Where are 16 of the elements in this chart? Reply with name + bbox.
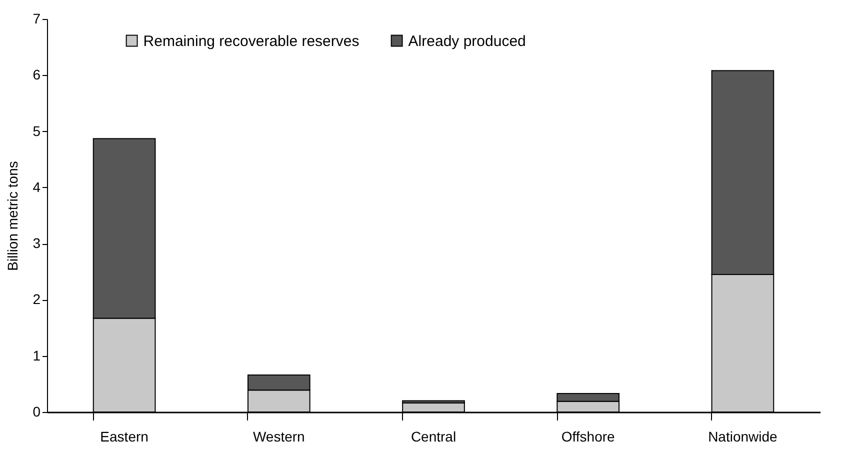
- legend-label: Already produced: [408, 32, 526, 50]
- y-tick-label: 0: [32, 404, 41, 420]
- legend-label: Remaining recoverable reserves: [143, 32, 360, 50]
- y-tick-label: 5: [32, 122, 41, 139]
- y-tick-label: 7: [32, 10, 41, 26]
- x-tick-label: Offshore: [561, 428, 616, 444]
- x-tick-label: Central: [410, 428, 456, 444]
- x-tick-label: Eastern: [100, 428, 148, 444]
- y-tick-label: 6: [32, 66, 41, 83]
- y-tick-label: 4: [32, 178, 41, 195]
- x-tick-label: Nationwide: [708, 428, 778, 444]
- x-tick-label: Western: [252, 428, 305, 444]
- y-tick-label: 1: [32, 347, 41, 364]
- y-tick-label: 2: [32, 291, 41, 308]
- y-axis-title: Billion metric tons: [4, 161, 21, 271]
- y-tick-label: 3: [32, 235, 41, 252]
